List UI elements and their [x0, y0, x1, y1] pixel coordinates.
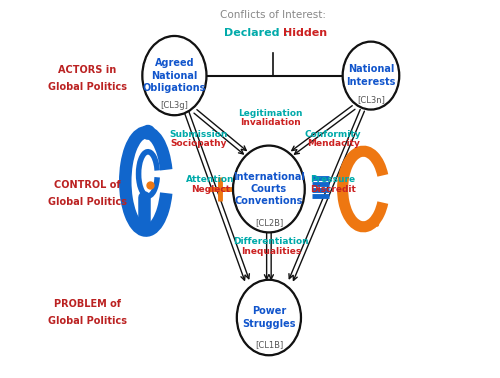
Ellipse shape [142, 36, 207, 116]
Ellipse shape [235, 147, 303, 231]
Ellipse shape [344, 43, 398, 108]
Ellipse shape [232, 145, 305, 233]
Ellipse shape [238, 282, 299, 353]
Text: Invalidation: Invalidation [240, 118, 301, 127]
Text: Attention: Attention [186, 175, 234, 184]
Text: Conflicts of Interest:: Conflicts of Interest: [220, 10, 326, 20]
Text: National: National [151, 71, 198, 81]
Ellipse shape [144, 38, 204, 113]
Text: Global Politics: Global Politics [48, 197, 127, 207]
Text: Struggles: Struggles [242, 319, 296, 329]
Text: Global Politics: Global Politics [48, 82, 127, 92]
Text: Declared :: Declared : [224, 28, 292, 38]
Text: International: International [233, 172, 305, 181]
Text: [CL2B]: [CL2B] [255, 218, 283, 227]
Text: Conformity: Conformity [305, 130, 362, 139]
Ellipse shape [342, 41, 400, 110]
Text: Discredit: Discredit [310, 184, 356, 194]
Text: National: National [348, 64, 394, 74]
Text: Obligations: Obligations [142, 83, 206, 93]
Text: Legitimation: Legitimation [238, 109, 303, 118]
Text: [CL3n]: [CL3n] [357, 95, 385, 104]
Text: Sociopathy: Sociopathy [170, 139, 227, 148]
Text: [CL3g]: [CL3g] [160, 101, 188, 110]
Ellipse shape [236, 279, 302, 356]
Text: Power: Power [252, 306, 286, 316]
Text: Pressure: Pressure [310, 175, 356, 184]
Text: Courts: Courts [251, 184, 287, 194]
Text: CONTROL of: CONTROL of [54, 180, 121, 190]
Text: Differentiation: Differentiation [233, 237, 308, 246]
Text: Neglect: Neglect [190, 184, 230, 194]
Text: Agreed: Agreed [154, 58, 194, 68]
Text: Interests: Interests [346, 77, 396, 87]
Text: Hidden: Hidden [282, 28, 327, 38]
Text: ACTORS in: ACTORS in [58, 65, 116, 75]
Text: PROBLEM of: PROBLEM of [54, 299, 121, 309]
Text: Conventions: Conventions [234, 197, 303, 206]
Circle shape [141, 125, 154, 139]
Text: Inequalities: Inequalities [240, 247, 301, 256]
Text: Submission: Submission [170, 130, 228, 139]
Text: [CL1B]: [CL1B] [255, 341, 283, 350]
Text: Mendacity: Mendacity [306, 139, 360, 148]
Text: Global Politics: Global Politics [48, 316, 127, 326]
